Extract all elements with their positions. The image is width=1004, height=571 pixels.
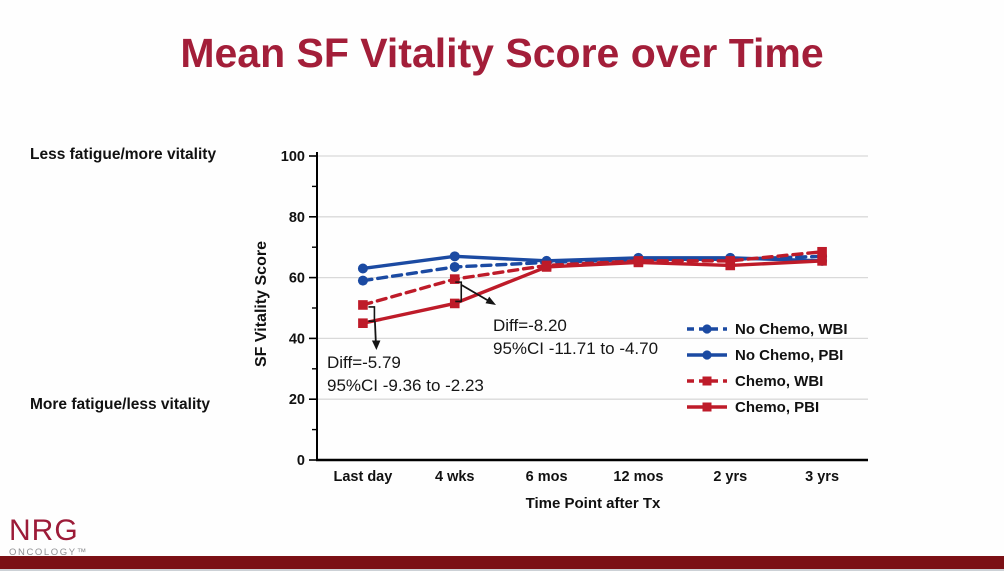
data-point-marker [541,262,552,272]
legend-label: Chemo, WBI [735,372,824,390]
y-axis-title: SF Vitality Score [253,241,270,367]
logo-subtext: ONCOLOGY™ [9,547,88,558]
nrg-oncology-logo: NRG ONCOLOGY™ [9,516,88,558]
legend-marker-solid-circle [687,350,727,360]
legend-marker-dashed-square [687,376,727,386]
data-point-marker [357,263,368,274]
axis-annotation-less-vitality: More fatigue/less vitality [30,396,211,413]
diff-annotation-lastday-value: Diff=-5.79 [327,353,401,372]
legend-label: No Chemo, PBI [735,346,844,364]
series-line-no-chemo-pbi [361,254,824,271]
data-point-marker [633,257,644,268]
logo-text: NRG [9,514,79,547]
legend-marker-dashed-circle [687,324,727,334]
x-tick-label: 2 yrs [713,469,747,485]
x-tick-label: 6 mos [526,469,568,485]
diff-annotation-4wks-value: Diff=-8.20 [493,316,567,335]
page-title: Mean SF Vitality Score over Time [180,30,824,76]
data-point-marker [449,274,460,284]
legend-label: No Chemo, WBI [735,320,848,338]
footer-edge-line [0,569,1004,571]
diff-arrow-4wks [461,284,489,302]
series-line-chemo-pbi [361,259,824,325]
y-tick-label: 60 [289,271,305,287]
diff-annotation-4wks-ci: 95%CI -11.71 to -4.70 [493,339,659,358]
x-tick-label: 4 wks [435,469,475,485]
diff-bracket-lastday [368,306,376,322]
data-point-marker [449,261,460,272]
x-tick-label: 12 mos [613,469,663,485]
legend-item: No Chemo, WBI [686,316,848,342]
diff-arrow-lastday [374,321,377,345]
diff-arrowhead-4wks [485,296,496,305]
y-tick-label: 100 [281,149,305,165]
data-point-marker [357,275,368,286]
data-point-marker [449,298,460,309]
legend-item: No Chemo, PBI [686,342,848,368]
legend-item: Chemo, WBI [686,368,848,394]
diff-annotation-lastday: Diff=-5.79 95%CI -9.36 to -2.23 [327,351,484,397]
legend-marker-solid-square [687,402,727,412]
axis-annotation-more-vitality: Less fatigue/more vitality [30,146,217,163]
legend-label: Chemo, PBI [735,398,820,416]
data-point-marker [817,246,827,257]
data-point-marker [725,260,736,271]
x-tick-label: Last day [333,469,392,485]
chart-legend: No Chemo, WBI No Chemo, PBI Chemo, WBI Chem… [686,316,848,420]
diff-annotation-4wks: Diff=-8.20 95%CI -11.71 to -4.70 [493,314,658,360]
diff-annotation-lastday-ci: 95%CI -9.36 to -2.23 [327,376,484,395]
diff-arrowhead-lastday [371,340,381,350]
legend-item: Chemo, PBI [686,394,848,420]
data-point-marker [358,318,368,328]
y-tick-label: 80 [289,210,305,226]
diff-bracket-4wks [455,281,463,303]
data-point-marker [358,300,368,310]
data-point-marker [449,251,460,262]
y-tick-label: 20 [289,392,305,408]
footer-accent-bar [0,556,1004,569]
y-tick-label: 40 [289,331,305,347]
x-tick-label: 3 yrs [805,469,839,485]
y-tick-label: 0 [297,453,305,469]
data-point-marker [817,256,827,266]
x-axis-title: Time Point after Tx [525,495,661,512]
